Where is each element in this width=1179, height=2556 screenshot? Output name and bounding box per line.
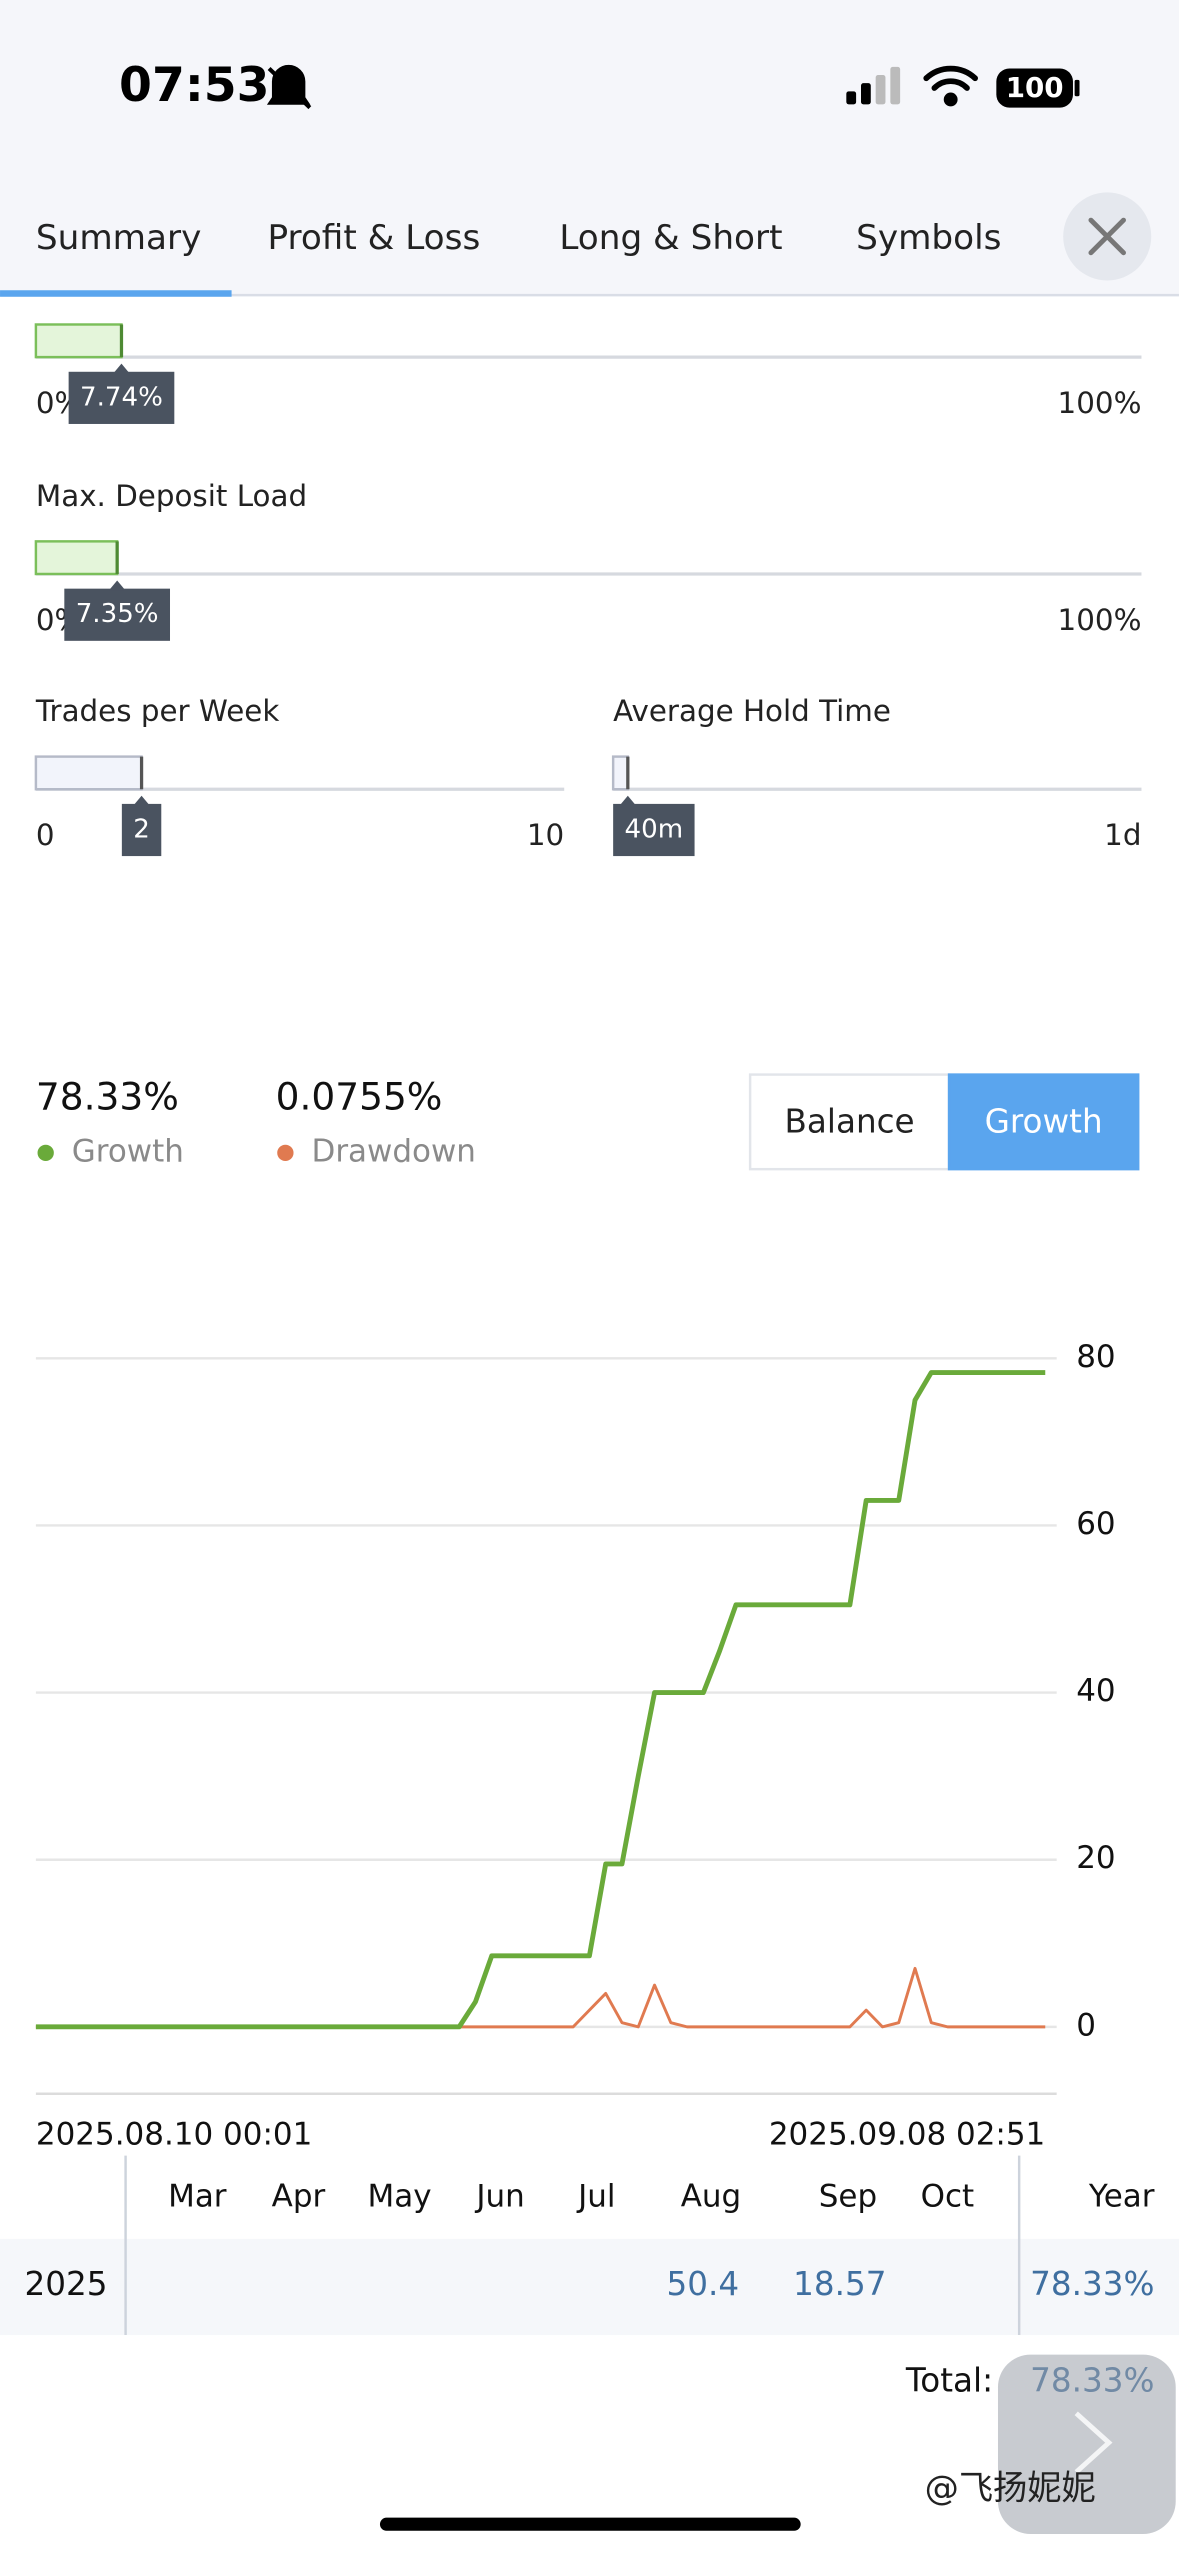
slider-max: 1d: [1104, 818, 1141, 852]
slider-tooltip: [613, 803, 695, 857]
table-header: Jul: [576, 2179, 615, 2215]
legend-label: Drawdown: [311, 1133, 475, 1169]
tab[interactable]: Profit & Loss: [267, 218, 480, 258]
toggle-label: Balance: [785, 1102, 915, 1140]
slider-tooltip-arrow: [133, 795, 150, 806]
close-button[interactable]: [1063, 192, 1152, 281]
tab[interactable]: Symbols: [856, 218, 1001, 258]
slider-min: 0: [36, 818, 55, 852]
tab[interactable]: Summary: [36, 218, 201, 258]
slider-fill: [611, 755, 630, 791]
status-time: 07:53: [119, 58, 269, 113]
table-header: Aug: [681, 2179, 741, 2215]
stat-value: 0.0755%: [276, 1075, 443, 1119]
floating-button[interactable]: [997, 2354, 1176, 2534]
series-line: [35, 1370, 1046, 2030]
table-year: 2025: [24, 2265, 107, 2303]
slider-tooltip: [121, 803, 162, 857]
tab-indicator: [0, 290, 232, 297]
header-bg: [0, 0, 1179, 296]
home-indicator: [379, 2517, 801, 2531]
slider-max: 100%: [1058, 386, 1142, 420]
watermark: @飞扬妮妮: [925, 2468, 1096, 2508]
table-header: Jun: [474, 2179, 524, 2215]
bell-off-icon: [266, 64, 312, 110]
total-label: Total:: [905, 2361, 993, 2399]
y-tick-label: 80: [1076, 1339, 1115, 1375]
slider-tooltip: [64, 588, 171, 641]
table-header: Apr: [272, 2179, 326, 2215]
y-tick-label: 20: [1076, 1840, 1115, 1876]
series-line: [35, 1966, 1046, 2029]
signal-icon: [846, 66, 901, 105]
slider-fill: [34, 540, 119, 576]
table-header: Sep: [819, 2179, 877, 2215]
tab[interactable]: Long & Short: [559, 218, 782, 258]
slider-tooltip: [68, 371, 175, 424]
slider-value: 40m: [625, 814, 684, 844]
table-header: Mar: [168, 2179, 227, 2215]
toggle-label: Growth: [985, 1102, 1103, 1140]
slider-value: 7.35%: [76, 599, 159, 629]
legend-dot: [37, 1144, 54, 1162]
table-header: Oct: [921, 2179, 975, 2215]
slider-label: Average Hold Time: [613, 694, 891, 728]
table-header: May: [368, 2179, 432, 2215]
battery-level: 100: [1006, 71, 1064, 104]
wifi-icon: [923, 65, 978, 107]
y-tick-label: 0: [1076, 2007, 1096, 2043]
y-tick-label: 40: [1076, 1673, 1115, 1709]
battery-icon: [996, 68, 1073, 108]
table-header: Year: [1088, 2179, 1155, 2215]
legend-label: Growth: [72, 1133, 184, 1169]
table-cell: 50.4: [667, 2265, 740, 2303]
slider-label: Max. Deposit Load: [36, 479, 307, 513]
table-row-bg: [0, 2238, 1179, 2336]
slider-tooltip-arrow: [619, 795, 636, 806]
slider-label: Trades per Week: [35, 694, 279, 728]
x-end-label: 2025.09.08 02:51: [769, 2117, 1045, 2153]
stat-value: 78.33%: [36, 1075, 179, 1119]
slider-tooltip-arrow: [113, 363, 130, 374]
x-start-label: 2025.08.10 00:01: [36, 2117, 312, 2153]
toggle-button[interactable]: [947, 1073, 1140, 1171]
slider-max: 10: [527, 818, 564, 852]
slider-tooltip-arrow: [109, 580, 126, 591]
slider-max: 100%: [1058, 603, 1142, 637]
slider-value: 7.74%: [80, 382, 163, 412]
slider-fill: [34, 323, 123, 359]
legend-dot: [277, 1144, 294, 1162]
table-total: 78.33%: [1030, 2265, 1154, 2303]
y-tick-label: 60: [1076, 1506, 1115, 1542]
battery-tip: [1074, 79, 1080, 97]
table-cell: 18.57: [793, 2265, 886, 2303]
slider-fill: [34, 755, 143, 791]
slider-value: 2: [133, 814, 150, 844]
floating-arrow: [1074, 2411, 1113, 2474]
tab-bar: Summary Profit & Loss Long & Short Symbols: [36, 218, 1002, 258]
